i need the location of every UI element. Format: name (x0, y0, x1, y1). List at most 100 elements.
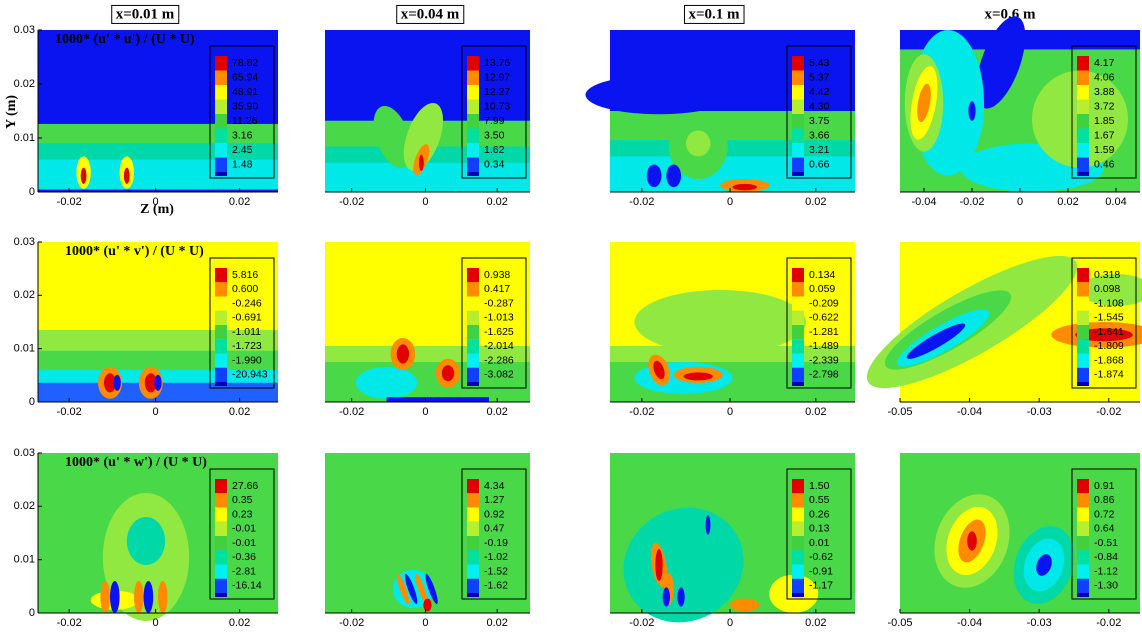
legend-label: 35.90 (232, 101, 258, 113)
legend-swatch (467, 368, 479, 382)
legend-label: 0.35 (232, 494, 253, 506)
field (100, 581, 110, 613)
legend-swatch (467, 71, 479, 86)
column-header: x=0.1 m (688, 6, 740, 22)
legend-label: -16.14 (232, 580, 262, 592)
legend-swatch (215, 479, 227, 493)
y-tick-label: 0.03 (14, 24, 35, 36)
x-tick-label: 0.02 (229, 617, 250, 629)
legend-label: 4.17 (1094, 57, 1115, 69)
field (967, 531, 977, 550)
legend-swatch (467, 565, 479, 579)
legend-label: 4.42 (809, 86, 830, 98)
legend-swatch (792, 522, 804, 536)
x-tick-label: -0.05 (887, 406, 912, 418)
legend-swatch (215, 268, 227, 282)
x-tick-label: -0.02 (629, 406, 654, 418)
legend-swatch (1077, 325, 1089, 339)
legend-swatch (1077, 282, 1089, 296)
legend-swatch (792, 593, 804, 597)
legend-label: -1.641 (1094, 326, 1124, 338)
field (684, 372, 713, 380)
legend-swatch (1077, 493, 1089, 507)
legend-swatch (1077, 114, 1089, 129)
legend-swatch (215, 100, 227, 115)
legend-swatch (467, 354, 479, 368)
legend-label: 0.72 (1094, 508, 1115, 520)
legend-swatch (1077, 522, 1089, 536)
y-tick-label: 0.02 (14, 289, 35, 301)
field (134, 581, 144, 613)
x-tick-label: -0.02 (57, 406, 82, 418)
field (647, 164, 662, 187)
field (733, 184, 758, 190)
page: {"columns": ["x=0.01 m", "x=0.04 m", "x=… (0, 0, 1142, 633)
x-tick-label: -0.02 (339, 406, 364, 418)
legend-label: 13.76 (484, 57, 510, 69)
x-tick-label: 0.02 (229, 196, 250, 208)
legend-swatch (792, 368, 804, 382)
legend-swatch (215, 282, 227, 296)
legend-swatch (467, 143, 479, 158)
legend-swatch (1077, 158, 1089, 173)
x-tick-label: 0.02 (486, 196, 507, 208)
legend-label: 0.64 (1094, 523, 1115, 535)
legend-swatch (792, 479, 804, 493)
legend-swatch (467, 100, 479, 115)
x-tick-label: 0.02 (229, 406, 250, 418)
legend-label: 0.938 (484, 269, 510, 281)
legend-label: -1.02 (484, 551, 508, 563)
legend-label: 5.816 (232, 269, 258, 281)
legend-label: 10.73 (484, 101, 510, 113)
x-tick-label: 0 (727, 617, 733, 629)
legend-label: 1.27 (484, 494, 505, 506)
legend-label: 3.21 (809, 144, 830, 156)
legend-swatch (1077, 100, 1089, 115)
legend-swatch (215, 325, 227, 339)
x-tick-label: -0.02 (57, 617, 82, 629)
y-axis-label: Y (m) (4, 95, 19, 129)
legend-swatch (1077, 85, 1089, 100)
legend-label: 0.600 (232, 283, 258, 295)
figure: Y (m) Z (m) x=0.01 mx=0.04 mx=0.1 mx=0.6… (0, 0, 1142, 633)
legend-label: -1.489 (809, 340, 839, 352)
field (127, 517, 165, 565)
legend-label: -2.798 (809, 369, 839, 381)
legend-label: 0.46 (1094, 159, 1115, 171)
field (419, 155, 424, 171)
x-tick-label: 0 (1017, 196, 1023, 208)
legend-label: -0.51 (1094, 537, 1118, 549)
legend-label: -0.622 (809, 312, 839, 324)
legend-label: 4.34 (484, 480, 505, 492)
legend-label: 0.55 (809, 494, 830, 506)
legend-swatch (215, 579, 227, 593)
x-tick-label: 0 (153, 196, 159, 208)
legend-swatch (215, 129, 227, 144)
legend-swatch (792, 579, 804, 593)
legend-label: -0.62 (809, 551, 833, 563)
field (154, 375, 161, 391)
legend-swatch (792, 85, 804, 100)
legend-swatch (467, 172, 479, 176)
y-tick-label: 0.01 (14, 554, 35, 566)
legend-swatch (792, 172, 804, 176)
legend-label: -0.36 (232, 551, 256, 563)
legend-label: 1.59 (1094, 144, 1115, 156)
legend-label: 0.01 (809, 537, 830, 549)
legend-swatch (792, 508, 804, 522)
x-tick-label: -0.03 (1027, 406, 1052, 418)
legend-swatch (215, 522, 227, 536)
legend-label: 0.47 (484, 523, 505, 535)
column-header: x=0.01 m (116, 6, 175, 22)
x-tick-label: -0.04 (911, 196, 936, 208)
legend-swatch (215, 311, 227, 325)
legend-label: 0.26 (809, 508, 830, 520)
legend-label: -1.281 (809, 326, 839, 338)
legend-label: -0.84 (1094, 551, 1118, 563)
legend-label: -0.01 (232, 537, 256, 549)
x-tick-label: 0.02 (486, 617, 507, 629)
legend-label: -2.286 (484, 354, 514, 366)
legend-label: 1.48 (232, 159, 253, 171)
x-tick-label: -0.02 (1096, 617, 1121, 629)
legend-swatch (1077, 339, 1089, 353)
